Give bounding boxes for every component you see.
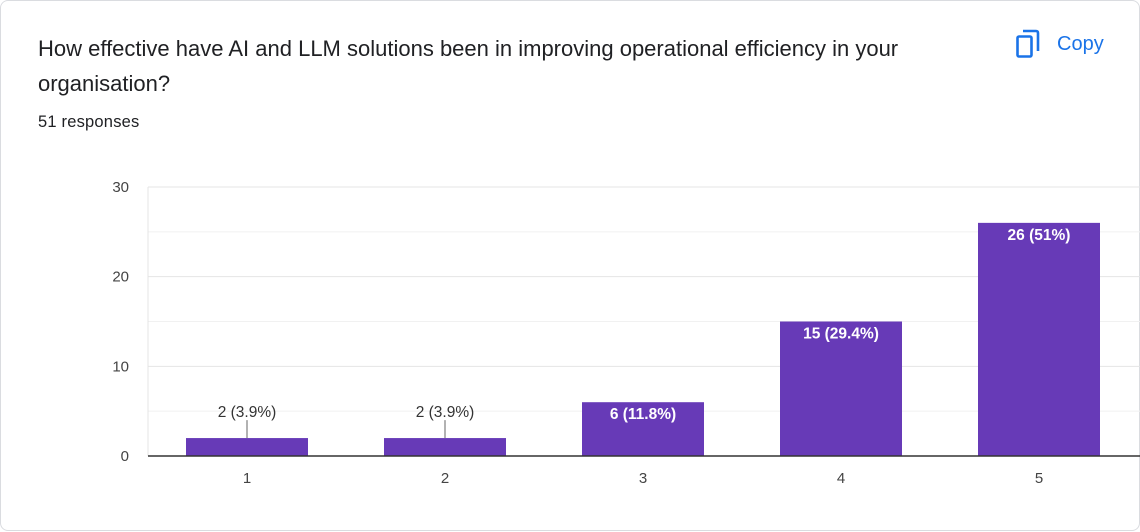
data-label: 26 (51%)	[1008, 227, 1071, 244]
bar	[780, 321, 902, 456]
y-tick-label: 20	[112, 269, 129, 286]
x-tick-label: 4	[837, 470, 845, 487]
x-tick-label: 1	[243, 470, 251, 487]
y-tick-label: 0	[121, 448, 129, 465]
question-title: How effective have AI and LLM solutions …	[38, 36, 899, 96]
bar	[384, 438, 506, 456]
x-tick-label: 3	[639, 470, 647, 487]
data-label: 2 (3.9%)	[416, 404, 475, 421]
y-tick-label: 30	[112, 179, 129, 196]
data-label: 2 (3.9%)	[218, 404, 277, 421]
response-count: 51 responses	[38, 113, 140, 131]
x-tick-label: 2	[441, 470, 449, 487]
copy-icon	[1015, 29, 1041, 59]
bar	[582, 402, 704, 456]
copy-button[interactable]: Copy	[1009, 25, 1110, 63]
bar	[186, 438, 308, 456]
x-tick-label: 5	[1035, 470, 1043, 487]
data-label: 15 (29.4%)	[803, 326, 879, 343]
data-label: 6 (11.8%)	[610, 406, 676, 423]
y-tick-label: 10	[112, 358, 129, 375]
copy-button-label: Copy	[1057, 32, 1104, 55]
bar	[978, 222, 1100, 456]
